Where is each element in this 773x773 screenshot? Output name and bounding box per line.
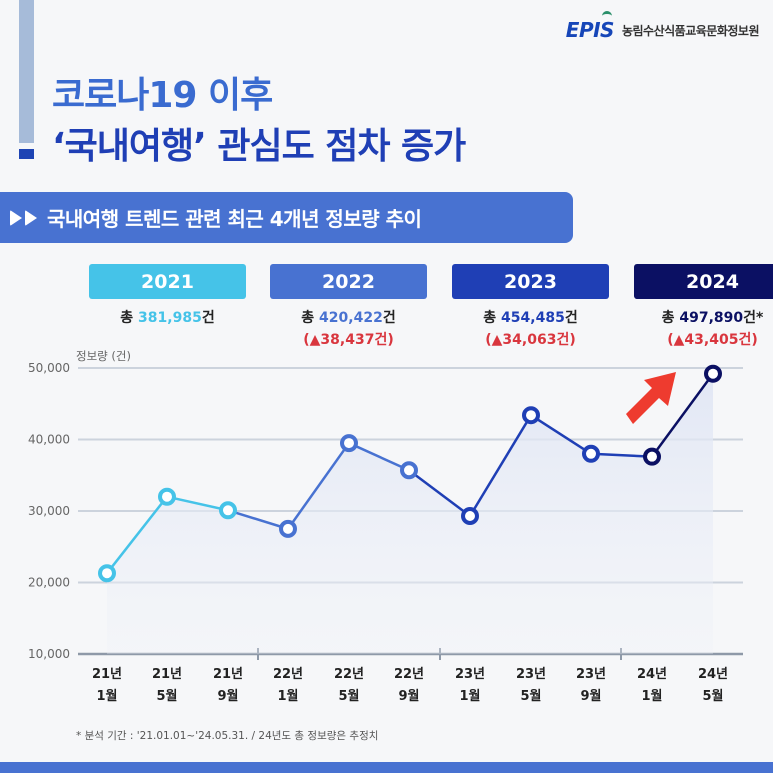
page-title-line2: ‘국내여행’ 관심도 점차 증가 [52, 126, 466, 167]
x-axis-label: 21년 9월 [212, 667, 244, 704]
data-point [340, 434, 358, 453]
org-name: 농림수산식품교육문화정보원 [621, 23, 760, 38]
year-total: 총 381,985건 [120, 310, 215, 326]
section-header: 국내여행 트렌드 관련 최근 4개년 정보량 추이 [0, 192, 573, 243]
svg-text:50,000: 50,000 [28, 361, 70, 375]
year-card-2021: 2021 [89, 264, 246, 299]
title-accent-bar [19, 0, 34, 143]
data-point [704, 364, 722, 383]
brand-logo: EPIS 농림수산식품교육문화정보원 [565, 11, 760, 42]
footnote: * 분석 기간 : '21.01.01~'24.05.31. / 24년도 총 … [76, 730, 379, 742]
x-axis-label: 23년 1월 [454, 667, 486, 704]
data-point [582, 444, 600, 463]
epis-logo-icon: EPIS [565, 11, 614, 42]
year-card-2022: 2022 [270, 264, 427, 299]
x-axis-label: 23년 9월 [575, 667, 607, 704]
year-card-2023: 2023 [452, 264, 609, 299]
title-accent-dot [19, 149, 34, 159]
data-point [158, 487, 176, 506]
x-axis-label: 21년 5월 [151, 667, 183, 704]
year-total: 총 454,485건 [483, 310, 578, 326]
data-point [522, 406, 540, 425]
svg-text:20,000: 20,000 [28, 576, 70, 590]
x-axis-label: 22년 9월 [393, 667, 425, 704]
year-delta: (▲34,063건) [485, 332, 576, 348]
svg-text:30,000: 30,000 [28, 504, 70, 518]
year-delta: (▲38,437건) [303, 332, 394, 348]
data-point [98, 564, 116, 583]
x-axis-label: 24년 5월 [697, 667, 729, 704]
year-delta: (▲43,405건) [667, 332, 758, 348]
data-point [400, 461, 418, 480]
page-title-line1: 코로나19 이후 [52, 75, 273, 116]
year-card-2024: 2024 [634, 264, 773, 299]
trend-up-arrow-icon [626, 372, 676, 424]
section-title: 국내여행 트렌드 관련 최근 4개년 정보량 추이 [47, 207, 422, 231]
svg-text:40,000: 40,000 [28, 433, 70, 447]
line-chart: 정보량 (건) 50,000 40,000 30,000 20,000 10,000 [28, 349, 743, 661]
x-axis-label: 21년 1월 [91, 667, 123, 704]
x-axis-label: 23년 5월 [515, 667, 547, 704]
bottom-bar [0, 762, 773, 773]
data-point [461, 507, 479, 526]
x-axis-label: 22년 5월 [333, 667, 365, 704]
double-play-icon [10, 209, 37, 226]
data-point [643, 447, 661, 466]
data-point [279, 519, 297, 538]
x-axis-label: 24년 1월 [636, 667, 668, 704]
data-point [219, 501, 237, 520]
x-axis-label: 22년 1월 [272, 667, 304, 704]
svg-text:정보량 (건): 정보량 (건) [76, 349, 131, 363]
year-total: 총 420,422건 [301, 310, 396, 326]
year-total: 총 497,890건* [661, 310, 764, 326]
svg-text:10,000: 10,000 [28, 647, 70, 661]
